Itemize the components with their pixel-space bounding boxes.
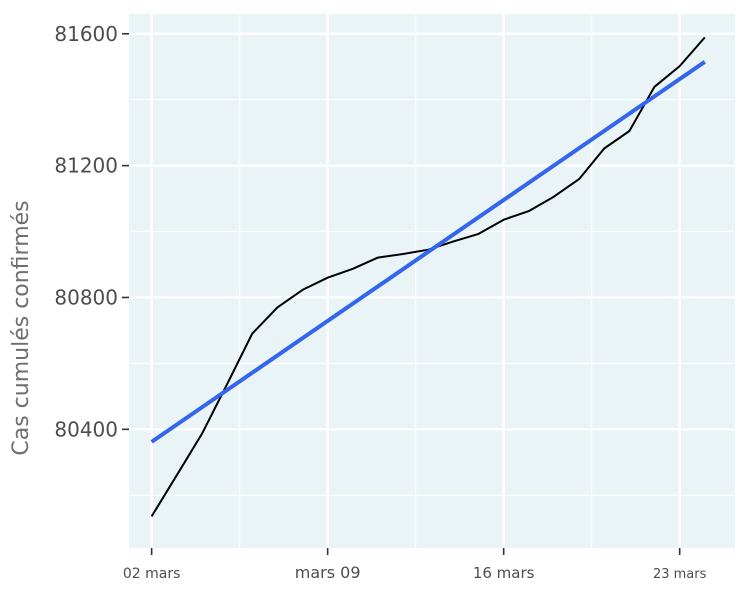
major-gridlines bbox=[129, 14, 735, 548]
series-layer bbox=[150, 36, 706, 517]
trend-line bbox=[150, 60, 706, 444]
y-tick-label: 80400 bbox=[54, 417, 118, 441]
x-tick-label: 23 mars bbox=[653, 567, 707, 582]
x-tick-label: mars 09 bbox=[295, 563, 361, 582]
minor-gridlines bbox=[129, 14, 735, 548]
y-tick-label: 81600 bbox=[54, 22, 118, 46]
y-tick-label: 80800 bbox=[54, 285, 118, 309]
x-tick-labels: 02 mars mars 09 16 mars 23 mars bbox=[123, 563, 707, 582]
y-tick-label: 81200 bbox=[54, 154, 118, 178]
x-tick-label: 16 mars bbox=[473, 564, 535, 582]
x-tick-label: 02 mars bbox=[123, 566, 181, 582]
plot-panel bbox=[129, 14, 735, 548]
axis-ticks bbox=[122, 32, 681, 555]
y-axis-title: Cas cumulés confirmés bbox=[9, 200, 34, 455]
y-tick-labels: 80400 80800 81200 81600 bbox=[54, 22, 118, 442]
